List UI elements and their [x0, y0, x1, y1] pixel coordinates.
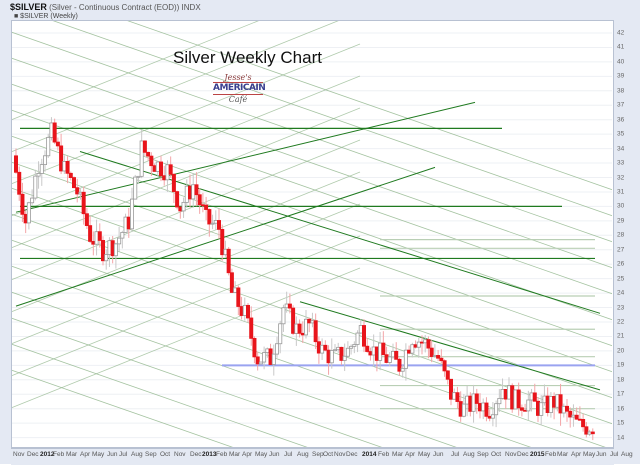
- time-tick-label: Feb: [378, 451, 390, 458]
- price-tick-label: 14: [617, 434, 625, 442]
- time-tick-label: 2013: [202, 451, 217, 458]
- price-tick-label: 32: [617, 174, 625, 181]
- time-tick-label: Jun: [269, 451, 280, 458]
- price-tick-label: 26: [617, 260, 625, 268]
- time-tick-label: Oct: [323, 451, 334, 458]
- time-tick-label: Jun: [433, 451, 444, 458]
- logo-line1: Jesse's: [224, 73, 252, 82]
- time-tick-label: Feb: [216, 451, 228, 458]
- time-tick-label: May: [255, 451, 268, 458]
- price-tick-label: 33: [617, 159, 625, 167]
- time-tick-label: Jul: [451, 451, 460, 458]
- time-tick-label: Feb: [545, 451, 557, 458]
- price-tick-label: 15: [617, 419, 625, 427]
- brand-logo: Jesse's AMERICAIN Café: [213, 73, 266, 121]
- price-tick-label: 29: [617, 217, 625, 225]
- time-tick-label: Nov: [13, 451, 25, 458]
- price-tick-label: 19: [617, 361, 625, 369]
- price-tick-label: 36: [617, 116, 625, 124]
- price-tick-label: 34: [617, 145, 625, 153]
- price-tick-label: 28: [617, 231, 625, 239]
- time-tick-label: Apr: [405, 451, 416, 458]
- price-tick-label: 22: [617, 318, 625, 326]
- time-tick-label: Jul: [284, 451, 293, 458]
- time-tick-label: Sep: [145, 451, 157, 458]
- symbol-description: (Silver - Continuous Contract (EOD)) IND…: [49, 3, 201, 12]
- price-tick-label: 39: [617, 72, 625, 80]
- price-tick-label: 25: [617, 275, 625, 283]
- time-tick-label: Aug: [463, 451, 475, 458]
- time-axis: [11, 448, 614, 465]
- time-tick-label: Jun: [107, 451, 118, 458]
- time-tick-label: 2015: [530, 451, 545, 458]
- price-tick-label: 21: [617, 332, 625, 340]
- time-tick-label: Jul: [610, 451, 619, 458]
- time-tick-label: 2012: [40, 451, 55, 458]
- time-tick-label: Sep: [477, 451, 489, 458]
- time-tick-label: Nov: [334, 451, 346, 458]
- time-tick-label: Mar: [557, 451, 569, 458]
- time-tick-label: Jun: [596, 451, 607, 458]
- time-tick-label: Dec: [346, 451, 358, 458]
- time-tick-label: May: [583, 451, 596, 458]
- time-tick-label: Aug: [297, 451, 309, 458]
- logo-line3: Café: [228, 95, 248, 104]
- time-tick-label: Dec: [27, 451, 39, 458]
- time-tick-label: Nov: [505, 451, 517, 458]
- logo-line2: AMERICAIN: [213, 82, 266, 95]
- time-tick-label: 2014: [362, 451, 377, 458]
- series-label: ■ $SILVER (Weekly): [14, 13, 78, 20]
- time-tick-label: Aug: [621, 451, 633, 458]
- price-tick-label: 16: [617, 405, 625, 413]
- time-tick-label: Mar: [229, 451, 241, 458]
- symbol-label: $SILVER: [10, 2, 47, 12]
- price-tick-label: 35: [617, 130, 625, 138]
- left-margin: [0, 20, 11, 448]
- price-tick-label: 30: [617, 202, 625, 210]
- price-tick-label: 23: [617, 304, 625, 312]
- time-tick-label: Dec: [517, 451, 529, 458]
- price-axis: [614, 20, 640, 448]
- price-tick-label: 20: [617, 347, 625, 355]
- price-tick-label: 41: [617, 43, 625, 51]
- time-tick-label: Apr: [571, 451, 582, 458]
- price-tick-label: 17: [617, 390, 625, 398]
- time-tick-label: Mar: [66, 451, 78, 458]
- price-tick-label: 42: [617, 29, 625, 37]
- chart-title: Silver Weekly Chart: [173, 48, 322, 67]
- time-tick-label: Nov: [174, 451, 186, 458]
- time-tick-label: Sep: [312, 451, 324, 458]
- price-tick-label: 38: [617, 87, 625, 95]
- time-tick-label: May: [92, 451, 105, 458]
- plot-area[interactable]: [11, 20, 614, 448]
- time-tick-label: Apr: [242, 451, 253, 458]
- price-tick-label: 27: [617, 246, 625, 254]
- time-tick-label: May: [418, 451, 431, 458]
- chart-header: $SILVER (Silver - Continuous Contract (E…: [10, 3, 201, 21]
- price-tick-label: 40: [617, 58, 625, 66]
- time-tick-label: Dec: [190, 451, 202, 458]
- time-tick-label: Oct: [491, 451, 502, 458]
- time-tick-label: Feb: [53, 451, 65, 458]
- time-tick-label: Mar: [392, 451, 404, 458]
- time-tick-label: Aug: [131, 451, 143, 458]
- time-tick-label: Oct: [160, 451, 171, 458]
- time-tick-label: Apr: [80, 451, 91, 458]
- price-tick-label: 31: [617, 188, 625, 196]
- price-tick-label: 18: [617, 376, 625, 384]
- price-tick-label: 37: [617, 101, 625, 109]
- price-tick-label: 24: [617, 289, 625, 297]
- time-tick-label: Jul: [119, 451, 128, 458]
